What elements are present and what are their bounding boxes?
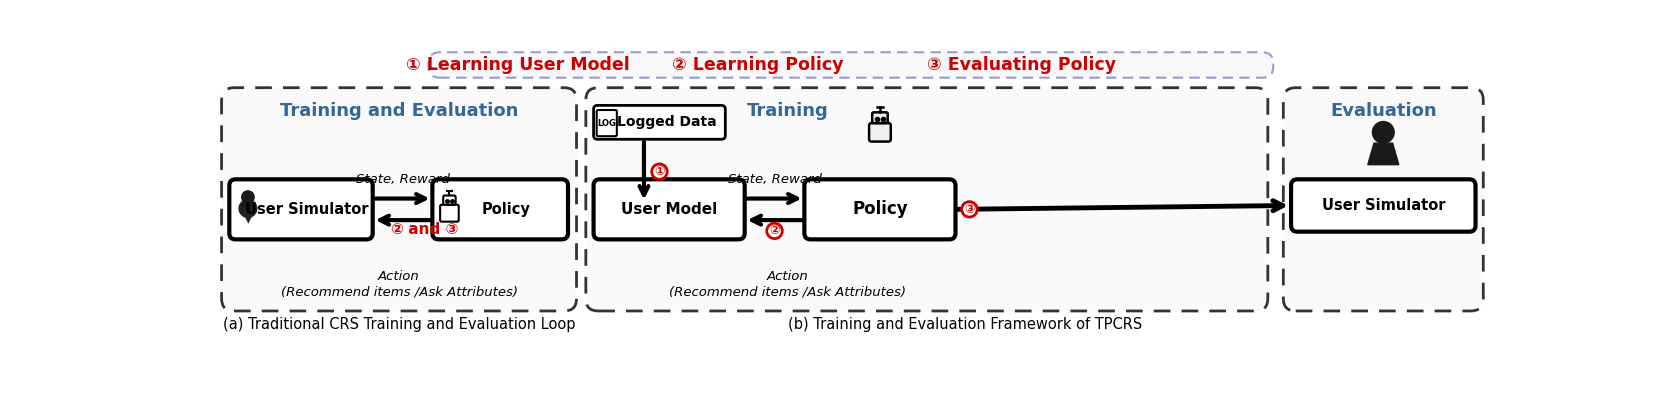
- Circle shape: [767, 223, 782, 239]
- FancyBboxPatch shape: [596, 110, 616, 136]
- Text: User Simulator: User Simulator: [246, 202, 369, 217]
- Text: LOG: LOG: [598, 119, 616, 127]
- Text: ●: ●: [238, 196, 259, 220]
- Text: and ③: and ③: [402, 222, 458, 237]
- FancyBboxPatch shape: [440, 205, 458, 222]
- Circle shape: [243, 191, 254, 203]
- FancyBboxPatch shape: [443, 195, 455, 205]
- FancyBboxPatch shape: [1284, 88, 1483, 311]
- FancyBboxPatch shape: [432, 179, 568, 239]
- Text: State, Reward: State, Reward: [728, 173, 822, 186]
- Text: Evaluation: Evaluation: [1330, 102, 1437, 120]
- FancyBboxPatch shape: [593, 179, 744, 239]
- Text: State, Reward: State, Reward: [355, 173, 450, 186]
- Text: ②: ②: [769, 224, 781, 237]
- Text: ▼: ▼: [243, 210, 252, 224]
- FancyBboxPatch shape: [1291, 179, 1475, 232]
- FancyBboxPatch shape: [593, 105, 726, 139]
- Text: Logged Data: Logged Data: [618, 116, 718, 129]
- Text: Action
(Recommend items /Ask Attributes): Action (Recommend items /Ask Attributes): [669, 270, 905, 298]
- Text: Training and Evaluation: Training and Evaluation: [279, 102, 518, 120]
- Text: ② Learning Policy: ② Learning Policy: [673, 56, 844, 74]
- Text: User Simulator: User Simulator: [1322, 198, 1445, 213]
- Text: User Model: User Model: [621, 202, 718, 217]
- Text: Policy: Policy: [482, 202, 532, 217]
- Text: Policy: Policy: [852, 200, 909, 218]
- Text: (b) Training and Evaluation Framework of TPCRS: (b) Training and Evaluation Framework of…: [789, 317, 1143, 332]
- FancyBboxPatch shape: [872, 112, 887, 123]
- FancyBboxPatch shape: [586, 88, 1267, 311]
- Text: ③: ③: [963, 203, 975, 216]
- Text: ① Learning User Model: ① Learning User Model: [405, 56, 630, 74]
- Circle shape: [1372, 121, 1394, 143]
- FancyBboxPatch shape: [869, 123, 890, 142]
- Text: ①: ①: [654, 165, 664, 178]
- FancyBboxPatch shape: [221, 88, 576, 311]
- Circle shape: [651, 164, 668, 179]
- Polygon shape: [1367, 143, 1399, 165]
- FancyBboxPatch shape: [229, 179, 372, 239]
- Text: ③ Evaluating Policy: ③ Evaluating Policy: [927, 56, 1116, 74]
- Text: Training: Training: [746, 102, 829, 120]
- Text: Action
(Recommend items /Ask Attributes): Action (Recommend items /Ask Attributes): [281, 270, 518, 298]
- FancyBboxPatch shape: [429, 52, 1274, 78]
- Text: ②: ②: [390, 222, 402, 237]
- Circle shape: [962, 202, 977, 217]
- FancyBboxPatch shape: [804, 179, 955, 239]
- Text: (a) Traditional CRS Training and Evaluation Loop: (a) Traditional CRS Training and Evaluat…: [223, 317, 575, 332]
